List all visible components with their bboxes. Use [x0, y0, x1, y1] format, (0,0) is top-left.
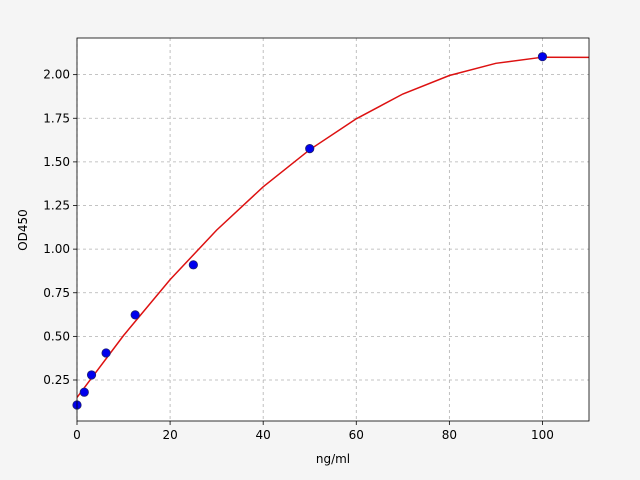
y-tick-label: 0.25: [43, 373, 70, 387]
data-point: [305, 144, 315, 154]
x-tick-label: 100: [531, 428, 554, 442]
plot-area: [77, 38, 589, 421]
data-point: [86, 370, 97, 380]
y-tick-label: 2.00: [43, 68, 70, 82]
plot-frame: [76, 37, 590, 422]
x-tick-label: 60: [349, 428, 364, 442]
y-tick-label: 0.50: [43, 329, 70, 343]
data-point: [188, 260, 198, 270]
x-axis-label: ng/ml: [316, 452, 350, 466]
data-point: [537, 52, 548, 62]
y-axis-label: OD450: [16, 209, 30, 251]
data-point: [101, 348, 111, 358]
y-tick-label: 1.75: [43, 111, 70, 125]
data-point: [79, 387, 89, 397]
x-tick-label: 20: [162, 428, 177, 442]
data-point: [130, 310, 140, 320]
y-tick-label: 1.25: [43, 199, 70, 213]
x-tick-label: 0: [73, 428, 81, 442]
y-tick-label: 1.50: [43, 155, 70, 169]
y-tick-label: 1.00: [43, 242, 70, 256]
x-tick-label: 40: [256, 428, 271, 442]
y-tick-label: 0.75: [43, 286, 70, 300]
fit-curve: [77, 56, 589, 398]
x-tick-label: 80: [442, 428, 457, 442]
